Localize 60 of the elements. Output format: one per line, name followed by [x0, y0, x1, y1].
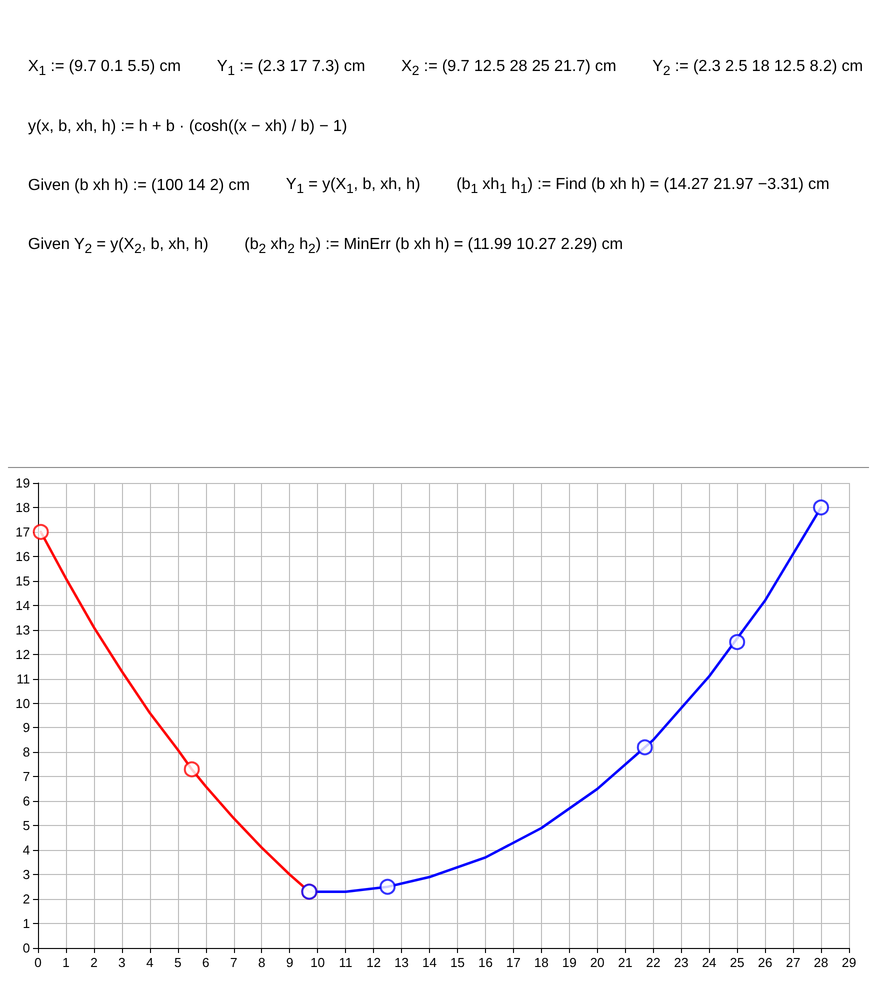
y-tick-label: 2 — [22, 892, 30, 907]
y-tick-label: 12 — [16, 646, 30, 662]
x-tick-label: 1 — [62, 955, 70, 970]
y-tick-label: 19 — [16, 476, 30, 490]
y-tick-label: 9 — [22, 720, 30, 736]
text: Y$_{1}$ = y(X$_{1}$, b, xh, h) — [286, 176, 420, 196]
text: Given Y$_{2}$ = y(X$_{2}$, b, xh, h) — [28, 236, 208, 257]
text: X$_{2}$ := (9.7 12.5 28 25 21.7) cm — [401, 58, 616, 78]
x-tick-label: 9 — [286, 955, 294, 970]
text: Y$_{1}$ := (2.3 17 7.3) cm — [216, 58, 366, 78]
x-tick-label: 23 — [674, 955, 688, 970]
y-tick-label: 11 — [16, 671, 30, 686]
x-tick-label: 24 — [702, 955, 716, 970]
x-tick-label: 19 — [562, 955, 577, 970]
x-tick-label: 6 — [202, 955, 210, 970]
y-tick-label: 10 — [16, 696, 30, 711]
y-tick-label: 0 — [22, 940, 30, 956]
y-tick-label: 1 — [22, 916, 30, 932]
text: Given (b xh h) := (100 14 2) cm — [28, 177, 250, 196]
x-tick-label: 26 — [758, 955, 772, 970]
text: y(x, b, xh, h) := h + b · (cosh((x − xh) / b) − 1) — [28, 118, 348, 136]
x-tick-label: 22 — [646, 955, 660, 970]
x-tick-label: 18 — [534, 955, 549, 970]
x-tick-label: 3 — [118, 955, 126, 970]
y-tick-label: 15 — [16, 573, 30, 588]
x-tick-label: 11 — [338, 955, 352, 970]
x-tick-label: 20 — [590, 955, 605, 970]
x-tick-label: 2 — [90, 955, 98, 970]
y-tick-label: 17 — [16, 524, 30, 540]
x-tick-label: 12 — [366, 955, 381, 970]
y-tick-label: 6 — [22, 794, 30, 809]
x-tick-label: 21 — [618, 955, 633, 970]
y-tick-label: 8 — [22, 744, 30, 760]
x-tick-label: 16 — [478, 955, 493, 970]
x-tick-label: 8 — [258, 955, 266, 970]
x-tick-label: 13 — [394, 955, 409, 970]
text: Y$_{2}$ := (2.3 2.5 18 12.5 8.2) cm — [652, 58, 863, 78]
x-tick-label: 4 — [146, 955, 154, 970]
x-tick-label: 28 — [814, 955, 828, 970]
x-tick-label: 10 — [310, 955, 325, 970]
x-tick-label: 14 — [422, 955, 437, 970]
x-tick-label: 0 — [34, 955, 42, 970]
x-tick-label: 5 — [174, 955, 182, 970]
x-tick-label: 29 — [842, 955, 856, 970]
text: (b$_{1}$ xh$_{1}$ h$_{1}$) := Find (b xh h) = (14.27 21.97 −3.31) cm — [456, 176, 830, 196]
x-tick-label: 17 — [506, 955, 521, 970]
y-tick-label: 18 — [16, 500, 30, 515]
y-tick-label: 7 — [22, 769, 30, 784]
y-tick-label: 16 — [16, 548, 30, 564]
x-tick-label: 15 — [450, 955, 465, 970]
x-tick-label: 27 — [786, 955, 800, 970]
text: X$_{1}$ := (9.7 0.1 5.5) cm — [28, 58, 181, 78]
y-tick-label: 14 — [16, 598, 30, 613]
y-tick-label: 4 — [22, 842, 30, 858]
y-tick-label: 13 — [16, 622, 30, 638]
x-tick-label: 25 — [730, 955, 744, 970]
text: (b$_{2}$ xh$_{2}$ h$_{2}$) := MinErr (b xh h) = (11.99 10.27 2.29) cm — [244, 236, 623, 257]
y-tick-label: 3 — [22, 867, 30, 882]
x-tick-label: 7 — [230, 955, 238, 970]
y-tick-label: 5 — [22, 818, 30, 834]
